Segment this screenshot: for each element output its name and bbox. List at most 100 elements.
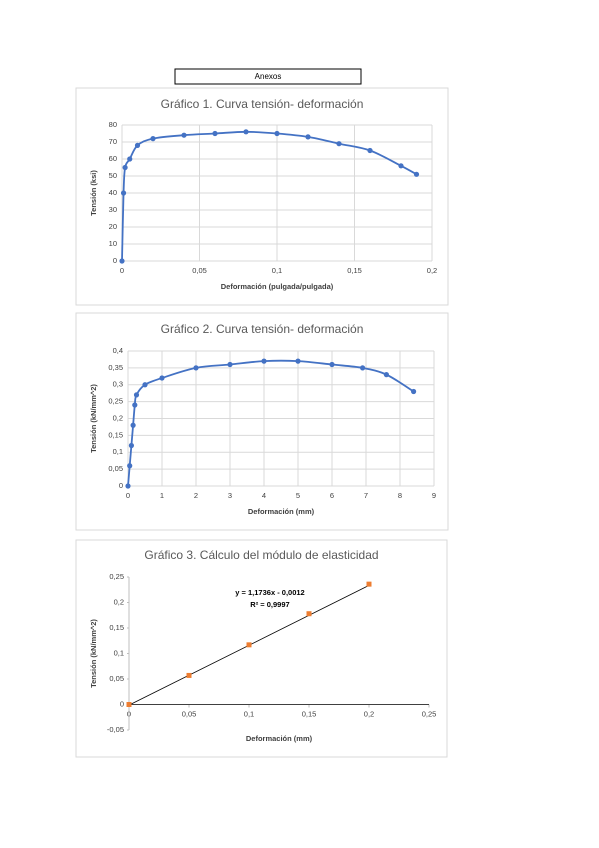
x-tick-label: 0,2 [364,709,374,718]
y-tick-label: 30 [109,205,117,214]
data-point [150,136,156,142]
data-point [120,190,127,196]
data-point [360,365,366,371]
data-point [306,611,312,617]
x-axis-title: Deformación (mm) [248,507,315,516]
chart-frame [75,539,448,758]
y-tick-label: 0,15 [108,430,123,439]
data-point [133,392,140,398]
x-tick-label: 2 [194,491,198,500]
y-tick-label: 80 [109,120,117,129]
y-tick-label: 50 [109,171,117,180]
data-point [329,361,335,368]
trendline-r2: R² = 0,9997 [250,600,289,609]
data-point [398,163,404,169]
x-tick-label: 3 [228,491,232,500]
chart-title: Gráfico 1. Curva tensión- deformación [161,97,364,111]
x-tick-label: 4 [262,491,266,500]
data-point [246,642,252,648]
y-tick-label: 0,25 [108,397,123,406]
x-tick-label: 0,05 [182,709,197,718]
data-point [126,702,132,707]
data-point [336,141,342,147]
y-tick-label: 0 [119,481,123,490]
data-point [305,134,311,140]
data-point [243,129,249,135]
data-point [295,358,301,364]
x-tick-label: 0,2 [427,266,437,275]
y-tick-label: 0,05 [108,464,123,473]
x-tick-label: 0,15 [302,709,317,718]
x-tick-label: 0,1 [244,709,254,718]
data-point [127,463,133,469]
y-tick-label: 0,2 [114,597,124,606]
x-tick-label: 0,1 [272,266,282,275]
data-point [227,361,233,368]
data-point [128,442,134,449]
data-point [366,581,372,587]
x-axis-title: Deformación (mm) [246,734,313,743]
data-point [193,365,199,371]
y-tick-label: 0,15 [109,623,124,632]
x-tick-label: 7 [364,491,368,500]
x-axis-title: Deformación (pulgada/pulgada) [221,282,334,291]
header-box [174,68,362,85]
y-tick-label: 0,4 [113,346,123,355]
chart-frame [75,87,449,306]
y-tick-label: 0,1 [113,447,123,456]
y-tick-label: 10 [109,239,117,248]
data-point [383,372,389,378]
trendline-equation: y = 1,1736x - 0,0012 [235,588,304,597]
y-tick-label: 0,35 [108,363,123,372]
x-tick-label: 0,05 [192,266,207,275]
y-tick-label: 40 [109,188,117,197]
data-point [119,258,125,264]
x-tick-label: 1 [160,491,164,500]
data-point [127,156,133,162]
y-tick-label: 70 [109,137,117,146]
y-tick-label: 0,05 [109,674,124,683]
y-axis-title: Tensión (kN/mm^2) [89,384,98,453]
y-axis-title: Tensión (ksi) [89,170,98,216]
x-tick-label: 6 [330,491,334,500]
y-tick-label: 0,2 [113,413,123,422]
x-tick-label: 0 [126,491,130,500]
data-point [134,142,141,148]
data-point [413,171,420,177]
chart-title: Gráfico 3. Cálculo del módulo de elastic… [144,548,378,562]
data-point [261,358,267,364]
data-point [130,422,136,428]
chart-title: Gráfico 2. Curva tensión- deformación [161,322,364,336]
data-point [159,375,165,381]
x-tick-label: 0,15 [347,266,362,275]
header: Anexos [255,72,282,81]
y-tick-label: 0 [113,256,117,265]
y-tick-label: 0 [120,699,124,708]
y-tick-label: 0,3 [113,380,123,389]
y-tick-label: 60 [109,154,117,163]
data-point [122,164,128,171]
data-point [125,483,131,489]
y-axis-title: Tensión (kN/mm^2) [89,619,98,688]
data-point [132,402,138,408]
data-point [367,147,373,154]
x-tick-label: 9 [432,491,436,500]
x-tick-label: 8 [398,491,402,500]
y-tick-label: -0,05 [107,725,124,734]
data-point [186,672,192,678]
data-point [212,130,218,137]
x-tick-label: 5 [296,491,300,500]
data-line [127,359,415,487]
x-tick-label: 0 [120,266,124,275]
y-tick-label: 0,1 [114,648,124,657]
data-point [142,382,148,388]
x-tick-label: 0,25 [422,709,437,718]
data-point [274,130,280,137]
chart-frame [75,312,449,531]
y-tick-label: 0,25 [109,572,124,581]
data-point [181,132,187,138]
data-point [411,388,417,395]
y-tick-label: 20 [109,222,117,231]
